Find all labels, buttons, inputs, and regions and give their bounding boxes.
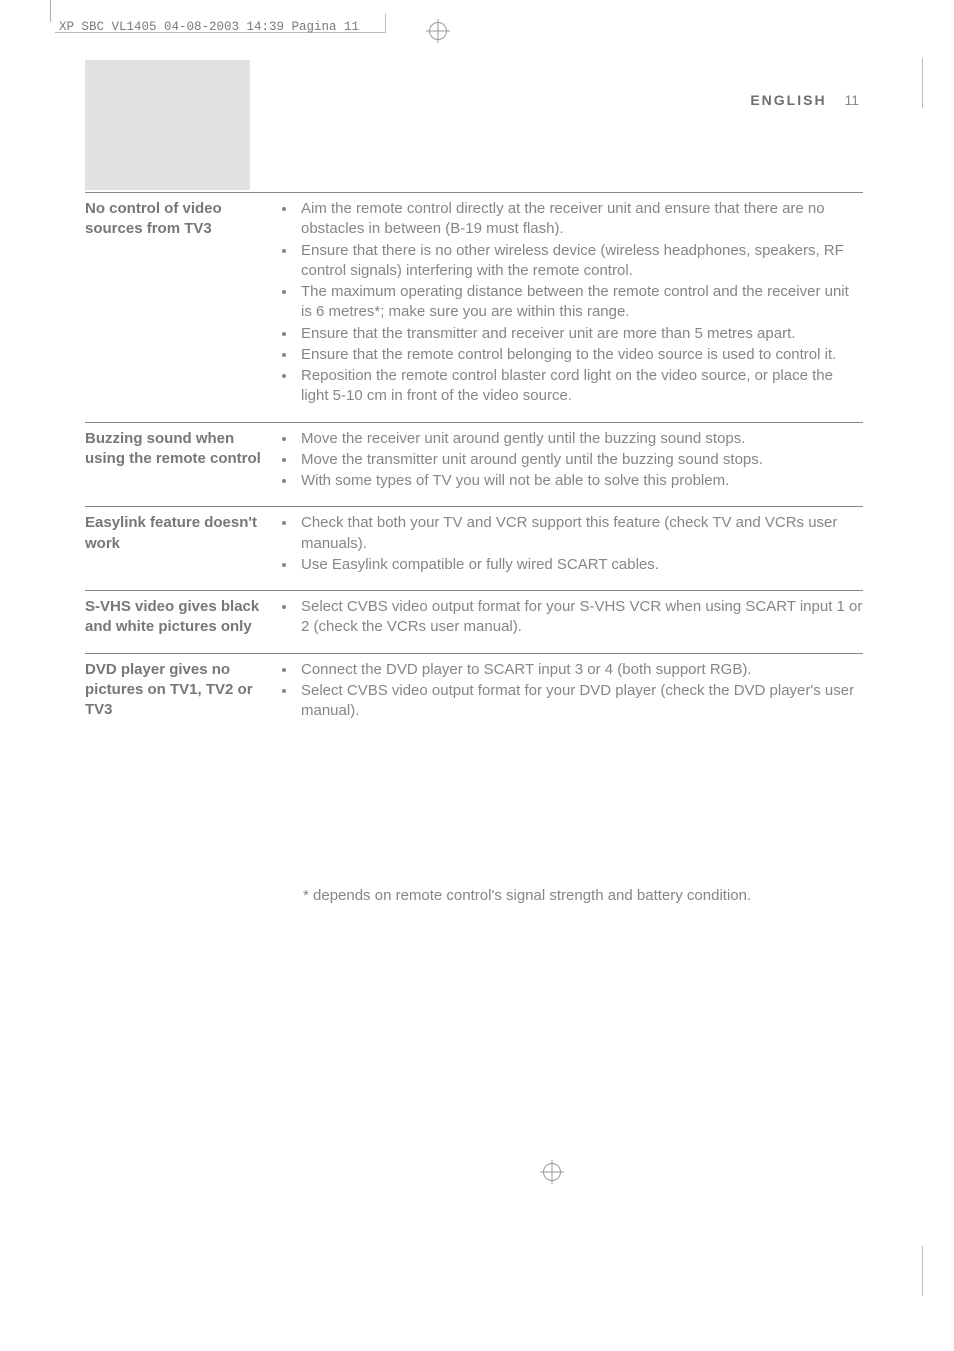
section-body: Select CVBS video output format for your…	[275, 597, 863, 639]
bullet-list: Move the receiver unit around gently unt…	[275, 429, 863, 492]
running-head-page: 11	[844, 92, 859, 108]
bullet: Select CVBS video output format for your…	[297, 597, 863, 638]
bullet-list: Check that both your TV and VCR support …	[275, 513, 863, 575]
bullet: Ensure that the transmitter and receiver…	[297, 324, 863, 344]
bullet-list: Aim the remote control directly at the r…	[275, 199, 863, 407]
section-label: No control of video sources from TV3	[85, 199, 275, 408]
section-body: Move the receiver unit around gently unt…	[275, 429, 863, 493]
section-body: Connect the DVD player to SCART input 3 …	[275, 660, 863, 723]
running-head: ENGLISH 11	[750, 91, 859, 110]
bullet-list: Select CVBS video output format for your…	[275, 597, 863, 638]
bullet: Ensure that there is no other wireless d…	[297, 241, 863, 282]
crop-mark-right-bottom	[900, 1246, 923, 1296]
page-root: XP SBC VL1405 04-08-2003 14:39 Pagina 11…	[0, 0, 954, 1351]
bullet: Reposition the remote control blaster co…	[297, 366, 863, 407]
bullet: Connect the DVD player to SCART input 3 …	[297, 660, 863, 680]
sidebar-grey-block	[85, 60, 250, 190]
crop-hairline-top-left	[50, 0, 51, 22]
bullet: Ensure that the remote control belonging…	[297, 345, 863, 365]
bullet: Select CVBS video output format for your…	[297, 681, 863, 722]
bullet-list: Connect the DVD player to SCART input 3 …	[275, 660, 863, 722]
section-no-control: No control of video sources from TV3 Aim…	[85, 192, 863, 422]
section-body: Aim the remote control directly at the r…	[275, 199, 863, 408]
registration-mark-top	[426, 19, 450, 43]
registration-mark-bottom	[540, 1160, 564, 1184]
running-head-lang: ENGLISH	[750, 92, 826, 108]
bullet: Use Easylink compatible or fully wired S…	[297, 555, 863, 575]
section-label: DVD player gives no pictures on TV1, TV2…	[85, 660, 275, 723]
bullet: Move the receiver unit around gently unt…	[297, 429, 863, 449]
crop-mark-right-top	[900, 58, 923, 108]
bullet: The maximum operating distance between t…	[297, 282, 863, 323]
troubleshooting-table: No control of video sources from TV3 Aim…	[85, 192, 863, 736]
bullet: With some types of TV you will not be ab…	[297, 471, 863, 491]
section-dvd: DVD player gives no pictures on TV1, TV2…	[85, 653, 863, 737]
section-label: Easylink feature doesn't work	[85, 513, 275, 576]
section-body: Check that both your TV and VCR support …	[275, 513, 863, 576]
section-easylink: Easylink feature doesn't work Check that…	[85, 506, 863, 590]
section-buzzing: Buzzing sound when using the remote cont…	[85, 422, 863, 507]
printer-strip: XP SBC VL1405 04-08-2003 14:39 Pagina 11	[59, 19, 359, 36]
bullet: Move the transmitter unit around gently …	[297, 450, 863, 470]
footnote: * depends on remote control's signal str…	[303, 886, 954, 906]
bullet: Aim the remote control directly at the r…	[297, 199, 863, 240]
section-label: S-VHS video gives black and white pictur…	[85, 597, 275, 639]
section-svhs: S-VHS video gives black and white pictur…	[85, 590, 863, 653]
section-label: Buzzing sound when using the remote cont…	[85, 429, 275, 493]
bullet: Check that both your TV and VCR support …	[297, 513, 863, 554]
